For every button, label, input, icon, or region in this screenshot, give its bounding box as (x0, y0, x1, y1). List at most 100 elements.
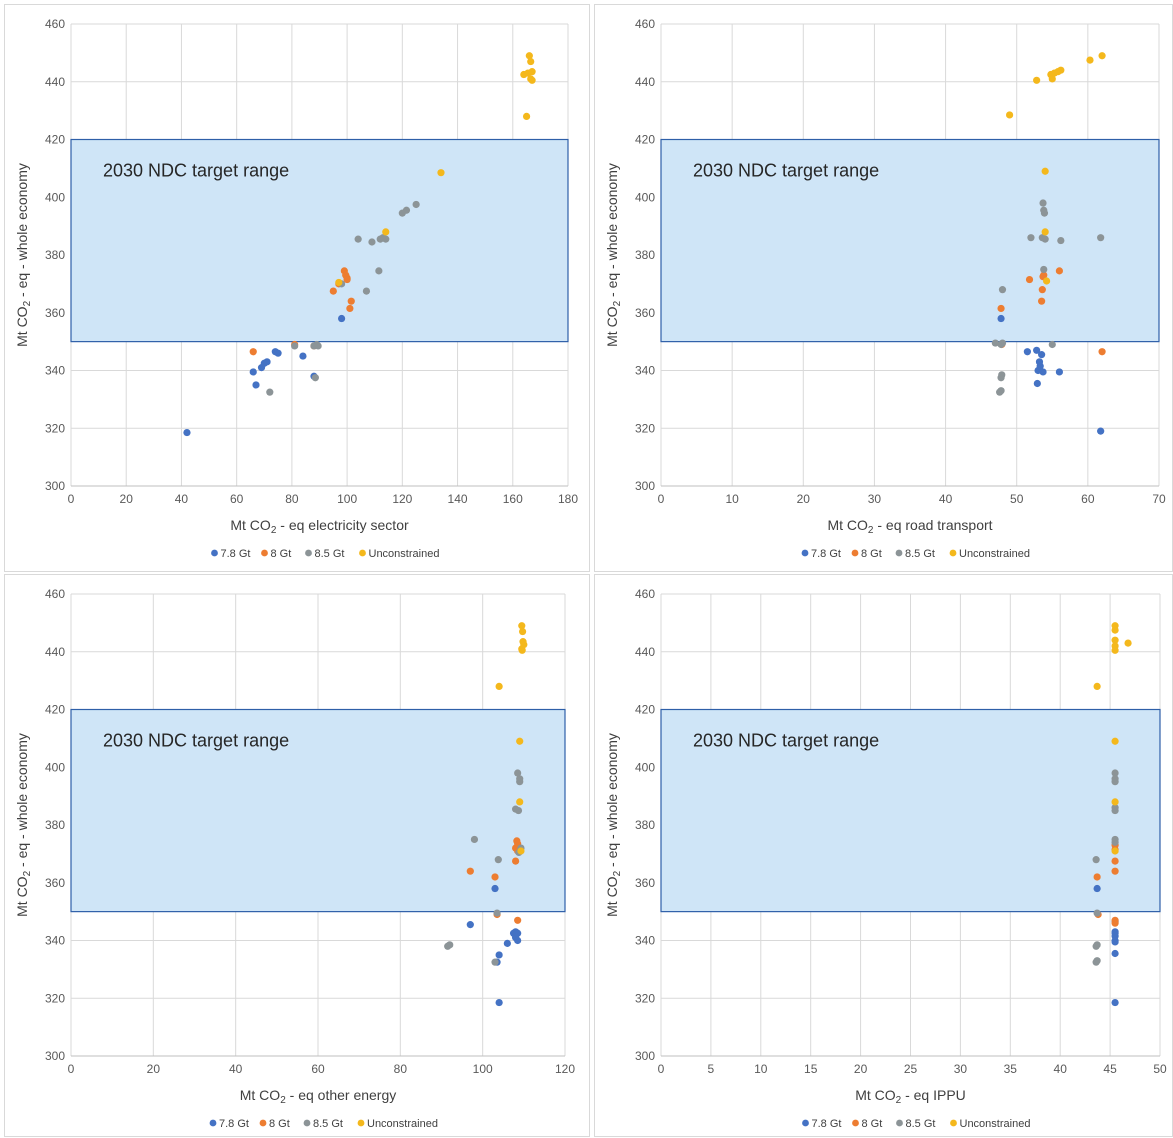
data-point (354, 235, 362, 243)
x-tick-label: 30 (868, 492, 882, 506)
data-point (1041, 167, 1049, 175)
data-point (1111, 636, 1119, 644)
chart-svg-road-transport: 2030 NDC target range3003203403603804004… (604, 17, 1166, 560)
data-point (437, 169, 445, 177)
data-point (1040, 209, 1049, 217)
data-point (1111, 919, 1119, 927)
legend-label: 8 Gt (269, 1118, 290, 1130)
y-tick-label: 380 (45, 248, 65, 262)
data-point (514, 929, 522, 937)
data-point (1092, 942, 1100, 950)
x-tick-label: 5 (708, 1062, 715, 1076)
legend-marker (303, 1119, 311, 1127)
x-tick-label: 0 (658, 492, 665, 506)
y-tick-label: 460 (45, 17, 65, 31)
legend-marker (896, 1119, 903, 1127)
data-point (263, 358, 271, 366)
data-point (516, 737, 524, 745)
y-axis-title: Mt CO2 - eq - whole economy (604, 733, 623, 917)
y-tick-label: 340 (635, 934, 655, 948)
legend-marker (949, 549, 957, 557)
legend-marker (802, 1119, 809, 1127)
data-point (998, 339, 1007, 347)
data-point (1023, 348, 1031, 356)
data-point (337, 314, 346, 323)
legend-label: 8.5 Gt (905, 548, 935, 560)
data-point (527, 57, 535, 66)
data-point (518, 646, 526, 654)
data-point (1111, 737, 1119, 745)
data-point (518, 622, 526, 630)
data-point (494, 856, 502, 864)
data-point (517, 847, 525, 855)
data-point (1111, 949, 1119, 958)
x-tick-label: 120 (392, 492, 412, 506)
y-tick-label: 400 (45, 190, 65, 204)
chart-panel-other-energy: 2030 NDC target range 300 320 340 360 380 400 4… (4, 574, 590, 1137)
legend-marker (305, 549, 312, 557)
chart-panel-electricity: 2030 NDC target range 300 320 340 360 380 400 4… (4, 4, 590, 572)
data-point (1111, 798, 1119, 806)
legend-label: 8.5 Gt (315, 548, 345, 560)
chart-svg-ippu: 2030 NDC target range3003203403603804004… (604, 587, 1167, 1130)
data-point (1093, 873, 1101, 881)
y-tick-label: 360 (635, 306, 655, 320)
x-tick-label: 100 (473, 1062, 493, 1076)
y-tick-label: 400 (45, 760, 65, 774)
x-tick-label: 40 (175, 492, 189, 506)
legend-marker (851, 549, 859, 557)
legend-label: Unconstrained (367, 1118, 438, 1130)
data-point (1098, 348, 1106, 356)
x-tick-label: 140 (448, 492, 468, 506)
data-point (314, 342, 322, 350)
x-tick-label: 80 (394, 1062, 408, 1076)
x-tick-label: 50 (1010, 492, 1024, 506)
data-point (183, 428, 191, 437)
ndc-band-label: 2030 NDC target range (103, 161, 289, 181)
data-point (1093, 682, 1101, 690)
data-point (525, 52, 533, 60)
legend-label: Unconstrained (959, 548, 1030, 560)
y-tick-label: 440 (45, 645, 65, 659)
x-tick-label: 25 (904, 1062, 918, 1076)
legend-marker (895, 549, 903, 557)
ndc-band-label: 2030 NDC target range (693, 161, 879, 181)
data-point (1041, 228, 1049, 236)
data-point (249, 348, 257, 356)
legend-label: Unconstrained (960, 1118, 1031, 1130)
data-point (1048, 340, 1056, 349)
y-tick-label: 300 (635, 1049, 655, 1063)
data-point (252, 381, 260, 389)
x-tick-label: 0 (68, 1062, 75, 1076)
data-point (512, 857, 520, 865)
x-tick-label: 60 (311, 1062, 325, 1076)
data-point (274, 349, 282, 357)
x-tick-label: 0 (658, 1062, 665, 1076)
chart-panel-ippu: 2030 NDC target range 300 320 340 360 380 400 4… (594, 574, 1173, 1137)
ndc-band-label: 2030 NDC target range (693, 731, 879, 751)
data-point (1033, 346, 1041, 354)
chart-svg-electricity: 2030 NDC target range3003203403603804004… (14, 17, 578, 560)
data-point (402, 206, 411, 214)
x-axis-title: Mt CO2 - eq road transport (827, 517, 992, 536)
x-axis-title: Mt CO2 - eq electricity sector (230, 517, 409, 536)
x-axis-title: Mt CO2 - eq other energy (240, 1087, 397, 1106)
data-point (1035, 358, 1044, 366)
chart-svg-other-energy: 2030 NDC target range3003203403603804004… (14, 587, 575, 1130)
x-tick-label: 15 (804, 1062, 818, 1076)
y-tick-label: 380 (635, 818, 655, 832)
x-tick-label: 80 (285, 492, 299, 506)
legend-marker (261, 549, 268, 557)
data-point (1025, 275, 1034, 284)
ndc-target-band (70, 708, 566, 913)
x-axis-title: Mt CO2 - eq IPPU (855, 1087, 966, 1106)
y-tick-label: 380 (635, 248, 655, 262)
data-point (412, 200, 420, 209)
data-point (346, 304, 354, 313)
data-point (1040, 271, 1048, 279)
x-tick-label: 20 (854, 1062, 868, 1076)
data-point (470, 835, 479, 844)
data-point (1042, 277, 1051, 285)
y-tick-label: 300 (635, 479, 655, 493)
data-point (1098, 52, 1106, 60)
